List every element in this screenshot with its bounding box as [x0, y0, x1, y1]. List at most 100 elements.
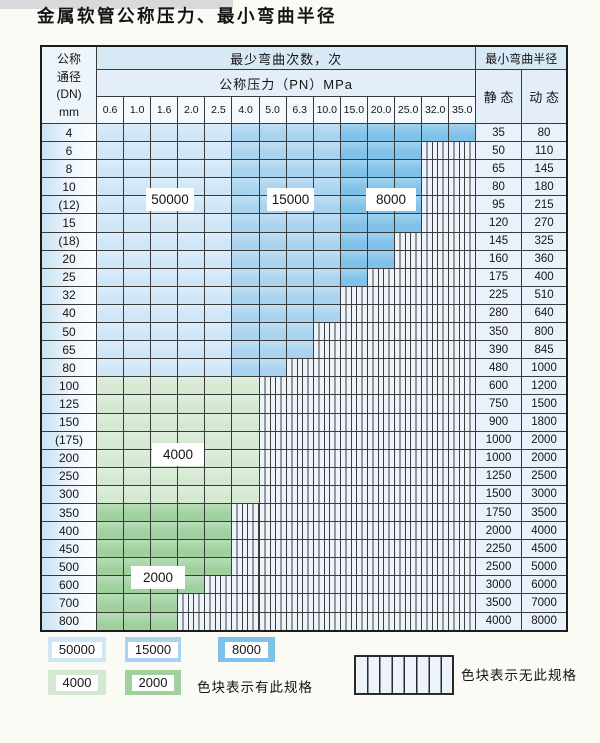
spec-cell-15000 [232, 124, 259, 142]
no-spec-cell [395, 431, 422, 449]
legend-swatch-4000: 4000 [48, 670, 106, 695]
pressure-tick-15.0: 15.0 [340, 97, 367, 123]
no-spec-cell [340, 558, 367, 576]
no-spec-cell [367, 485, 395, 503]
spec-cell-50000 [178, 323, 205, 341]
spec-cell-4000 [232, 431, 259, 449]
spec-cell-15000 [259, 286, 286, 304]
spec-cell-15000 [232, 196, 259, 214]
spec-cell-50000 [151, 124, 178, 142]
spec-cell-50000 [205, 214, 232, 232]
no-spec-cell [340, 359, 367, 377]
no-spec-cell [340, 304, 367, 323]
spec-cell-15000 [286, 142, 313, 160]
static-radius-cell: 2500 [476, 558, 521, 576]
spec-cell-15000 [232, 178, 259, 196]
dynamic-radius-cell: 845 [521, 341, 567, 359]
spec-table-grid: 公称 通径 (DN) mm 最少弯曲次数，次 最小弯曲半径 公称压力（PN）MP… [40, 45, 569, 632]
cycles-label-50000: 50000 [146, 188, 194, 211]
spec-cell-4000 [124, 431, 151, 449]
spec-cell-8000 [367, 214, 395, 232]
static-radius-cell: 280 [476, 304, 521, 323]
no-spec-cell [449, 576, 476, 594]
spec-cell-15000 [259, 304, 286, 323]
spec-cell-50000 [97, 160, 124, 178]
cycles-label-15000: 15000 [267, 188, 314, 211]
dn-cell: 125 [42, 395, 96, 413]
no-spec-cell [313, 359, 340, 377]
static-radius-cell: 4000 [476, 612, 521, 630]
spec-cell-4000 [178, 395, 205, 413]
spec-cell-4000 [232, 467, 259, 485]
dn-header-line: mm [59, 104, 79, 119]
dynamic-radius-cell: 640 [521, 304, 567, 323]
spec-cell-2000 [178, 540, 205, 558]
scan-artifact-strip [0, 0, 233, 9]
no-spec-cell [449, 485, 476, 503]
dynamic-radius-cell: 1800 [521, 413, 567, 431]
spec-cell-2000 [151, 503, 178, 522]
no-spec-cell [286, 467, 313, 485]
legend-no-spec-swatch [354, 655, 454, 695]
spec-cell-50000 [124, 196, 151, 214]
spec-cell-15000 [313, 268, 340, 286]
pressure-tick-32.0: 32.0 [422, 97, 449, 123]
no-spec-cell [232, 522, 259, 540]
spec-cell-50000 [178, 341, 205, 359]
spec-cell-15000 [259, 232, 286, 250]
legend-swatch-8000: 8000 [218, 637, 275, 662]
static-column-header: 静 态 [476, 70, 521, 123]
spec-cell-15000 [232, 268, 259, 286]
spec-cell-4000 [205, 485, 232, 503]
spec-cell-4000 [151, 377, 178, 395]
no-spec-cell [313, 395, 340, 413]
no-spec-cell [367, 286, 395, 304]
spec-cell-50000 [151, 323, 178, 341]
spec-cell-50000 [151, 359, 178, 377]
no-spec-cell [340, 323, 367, 341]
spec-cell-15000 [232, 214, 259, 232]
spec-cell-50000 [205, 323, 232, 341]
spec-cell-2000 [205, 522, 232, 540]
no-spec-cell [340, 576, 367, 594]
spec-cell-4000 [124, 449, 151, 467]
dynamic-radius-cell: 1200 [521, 377, 567, 395]
dynamic-radius-cell: 800 [521, 323, 567, 341]
dynamic-radius-cell: 400 [521, 268, 567, 286]
spec-cell-8000 [367, 232, 395, 250]
legend-label-15000: 15000 [127, 641, 179, 658]
no-spec-cell [232, 576, 259, 594]
nominal-pressure-header: 公称压力（PN）MPa [97, 70, 476, 96]
no-spec-cell [395, 413, 422, 431]
spec-cell-4000 [97, 431, 124, 449]
spec-cell-2000 [97, 594, 124, 612]
no-spec-cell [449, 268, 476, 286]
legend-label-8000: 8000 [225, 641, 268, 658]
static-radius-cell: 3000 [476, 576, 521, 594]
spec-cell-50000 [205, 268, 232, 286]
no-spec-cell [178, 594, 205, 612]
no-spec-cell [422, 268, 449, 286]
spec-cell-8000 [340, 268, 367, 286]
no-spec-cell [286, 395, 313, 413]
spec-cell-50000 [124, 142, 151, 160]
no-spec-cell [205, 576, 232, 594]
spec-cell-4000 [97, 449, 124, 467]
legend-swatch-50000: 50000 [48, 637, 106, 662]
spec-cell-4000 [232, 395, 259, 413]
no-spec-cell [367, 467, 395, 485]
no-spec-cell [367, 304, 395, 323]
no-spec-cell [340, 540, 367, 558]
static-radius-cell: 95 [476, 196, 521, 214]
no-spec-cell [286, 413, 313, 431]
dynamic-radius-cell: 6000 [521, 576, 567, 594]
spec-cell-50000 [178, 304, 205, 323]
dynamic-radius-cell: 2500 [521, 467, 567, 485]
no-spec-cell [395, 359, 422, 377]
spec-cell-8000 [367, 250, 395, 268]
spec-cell-50000 [124, 268, 151, 286]
spec-cell-50000 [205, 142, 232, 160]
dn-cell: 500 [42, 558, 96, 576]
pressure-tick-35.0: 35.0 [449, 97, 476, 123]
spec-cell-50000 [97, 232, 124, 250]
